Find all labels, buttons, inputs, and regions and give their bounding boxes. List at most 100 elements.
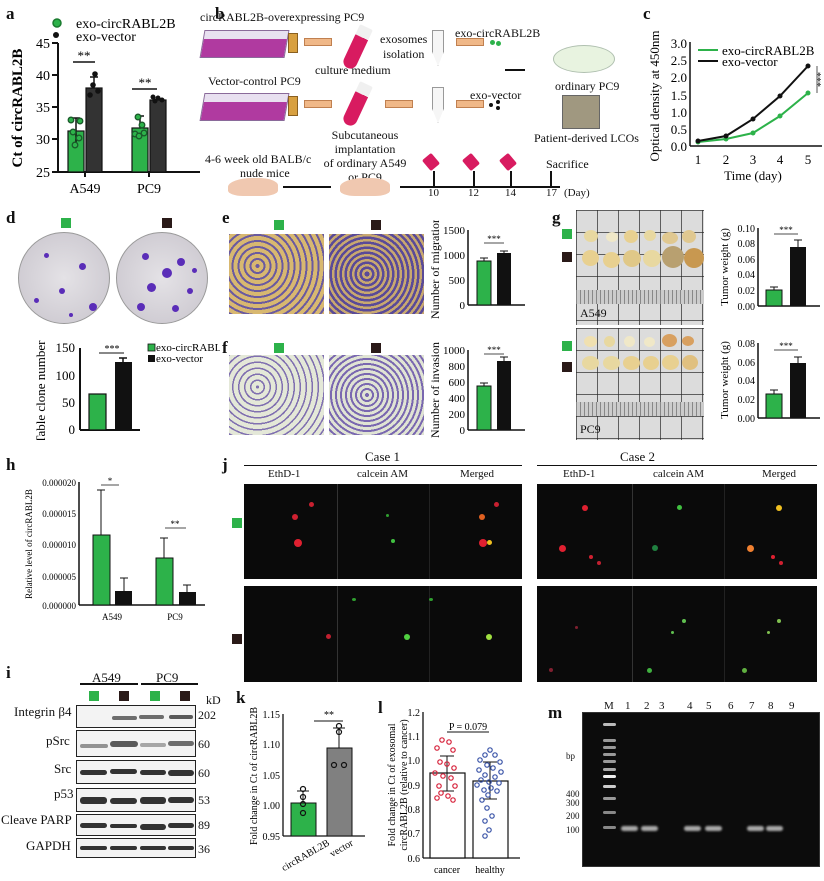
syringe-icon xyxy=(461,152,481,172)
blot-strip xyxy=(76,705,196,728)
svg-text:0.06: 0.06 xyxy=(738,358,756,369)
svg-text:50: 50 xyxy=(62,395,75,410)
lane-label: 2 xyxy=(644,700,650,712)
gel-image xyxy=(582,712,820,867)
svg-text:35: 35 xyxy=(36,101,50,116)
sacrifice-mark xyxy=(550,171,552,186)
blot-kd: 36 xyxy=(198,842,210,856)
col-merged: Merged xyxy=(762,468,797,480)
svg-text:***: *** xyxy=(779,225,793,235)
blot-strip xyxy=(76,838,196,858)
exo-circ-marker xyxy=(562,341,572,351)
lane-label: 7 xyxy=(749,700,755,712)
pc9-label: PC9 xyxy=(580,422,601,436)
svg-text:Number of migration: Number of migration xyxy=(428,220,442,319)
legend-exo-vector: exo-vector xyxy=(76,30,136,45)
panel-label-c: c xyxy=(643,4,651,23)
flask-cap-icon xyxy=(288,96,298,116)
sacrifice-label: Sacrifice xyxy=(546,157,589,171)
fluor-case2-circ xyxy=(537,484,817,579)
colony-plate-exo-circ xyxy=(18,232,110,324)
bottom-flask-label: Vector-control PC9 xyxy=(208,74,301,88)
lco-label: Patient-derived LCOs xyxy=(534,131,639,145)
svg-text:Tumor weight (g): Tumor weight (g) xyxy=(719,228,731,306)
ordinary-pc9-label: ordinary PC9 xyxy=(555,79,620,93)
mouse-icon xyxy=(228,178,278,196)
chart-l: 1.2 1.1 1.0 0.9 0.8 0.7 0.6 Fold change in Ct … xyxy=(387,708,520,876)
svg-text:0.000010: 0.000010 xyxy=(42,540,76,550)
svg-text:2.5: 2.5 xyxy=(671,53,687,68)
fluor-case1-circ xyxy=(244,484,522,579)
svg-text:**: ** xyxy=(78,48,91,63)
panel-label-a: a xyxy=(6,4,15,23)
blot-label: Src xyxy=(54,761,72,776)
svg-text:1.00: 1.00 xyxy=(263,801,281,812)
svg-text:30: 30 xyxy=(36,133,50,148)
svg-text:0.10: 0.10 xyxy=(738,224,756,235)
exosome-dot xyxy=(496,100,500,104)
fluor-case2-vector xyxy=(537,586,817,682)
tumor-image-pc9 xyxy=(576,328,704,440)
panel-label-k: k xyxy=(236,688,246,707)
mouse-icon xyxy=(340,178,390,196)
svg-text:100: 100 xyxy=(56,368,76,383)
exosome-dot xyxy=(490,40,495,45)
top-flask-label: circRABL2B-overexpressing PC9 xyxy=(200,10,365,24)
exo-vector-marker xyxy=(371,343,381,353)
mice-label: 4-6 week old BALB/c xyxy=(205,152,312,166)
arrow-icon xyxy=(505,69,525,71)
marker-100: 100 xyxy=(566,825,580,835)
svg-text:1.10: 1.10 xyxy=(263,740,281,751)
chart-g-pc9: 0.08 0.06 0.04 0.02 0.00 Tumor weight (g) **… xyxy=(719,339,820,425)
exo-vector-marker xyxy=(162,218,172,228)
legend-exo-circ: exo-circRABL2B xyxy=(76,17,176,32)
blot-label: GAPDH xyxy=(26,838,71,853)
exo-vector-marker xyxy=(180,691,190,701)
marker-400: 400 xyxy=(566,789,580,799)
svg-text:0: 0 xyxy=(460,425,466,437)
chart-d: 150 100 50 0 Table clone number *** exo-cir… xyxy=(33,340,220,440)
svg-text:0.9: 0.9 xyxy=(408,781,421,792)
exo-circ-label: exo-circRABL2B xyxy=(455,26,541,40)
svg-text:1.5: 1.5 xyxy=(671,88,687,103)
exosome-dot xyxy=(496,41,501,46)
blot-strip xyxy=(76,730,196,757)
panel-label-g: g xyxy=(552,208,561,227)
blot-kd: 60 xyxy=(198,737,210,751)
a-ylabel: Ct of circRABL2B xyxy=(10,49,26,168)
day-17: 17 xyxy=(546,187,557,199)
panel-label-f: f xyxy=(222,338,228,357)
chart-k: 1.15 1.10 1.05 1.00 0.95 Fold change in Ct o… xyxy=(249,707,365,874)
lane-label: 5 xyxy=(706,700,712,712)
blot-group-pc9: PC9 xyxy=(156,670,179,685)
fluor-case1-vector xyxy=(244,586,522,682)
injection-mark xyxy=(510,171,512,186)
svg-text:3.0: 3.0 xyxy=(671,36,687,51)
exo-circ-marker xyxy=(61,218,71,228)
svg-text:healthy: healthy xyxy=(475,865,504,876)
svg-text:1.0: 1.0 xyxy=(671,105,687,120)
flask-icon xyxy=(199,93,290,121)
svg-text:3: 3 xyxy=(750,152,757,167)
col-ethd1: EthD-1 xyxy=(268,468,301,480)
col-calcein: calcein AM xyxy=(653,468,705,480)
lane-label: 9 xyxy=(789,700,795,712)
timeline xyxy=(400,186,560,188)
blot-kd: 202 xyxy=(198,708,216,722)
day-14: 14 xyxy=(505,187,516,199)
eppendorf-icon xyxy=(432,87,444,123)
svg-text:0.7: 0.7 xyxy=(408,829,421,840)
svg-text:PC9: PC9 xyxy=(167,612,183,622)
marker-300: 300 xyxy=(566,798,580,808)
eppendorf-icon xyxy=(432,30,444,66)
lane-label: 6 xyxy=(728,700,734,712)
svg-text:0.02: 0.02 xyxy=(738,395,756,406)
svg-text:Tumor weight (g): Tumor weight (g) xyxy=(719,341,731,419)
svg-text:Fold change in Ct of circRABL2: Fold change in Ct of circRABL2B xyxy=(249,707,260,845)
blot-kd: 89 xyxy=(198,818,210,832)
svg-text:**: ** xyxy=(324,710,334,721)
day-10: 10 xyxy=(428,187,439,199)
svg-text:vector: vector xyxy=(328,837,356,859)
svg-text:2.0: 2.0 xyxy=(671,70,687,85)
blot-strip xyxy=(76,814,196,836)
